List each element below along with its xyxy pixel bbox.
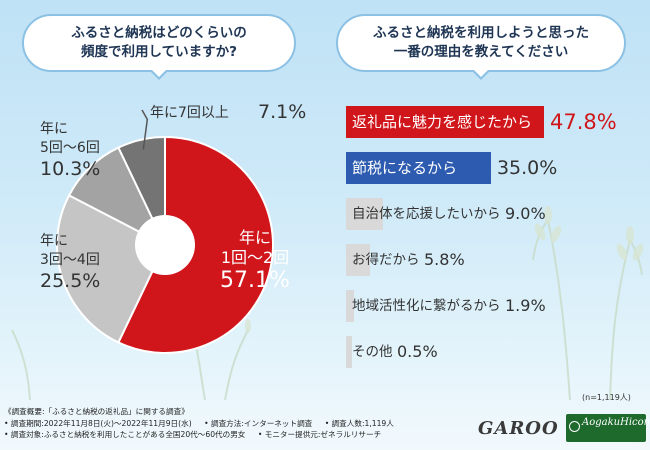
pie-label-text: 3回～4回 bbox=[40, 252, 100, 268]
sample-size-note: (n=1,119人) bbox=[582, 393, 631, 402]
survey-provider: • モニター提供元:ゼネラルリサーチ bbox=[257, 430, 382, 439]
right-question-line2: 一番の理由を教えてください bbox=[393, 44, 569, 60]
aogaku-hicon-logo: AogakuHicon bbox=[566, 414, 650, 442]
survey-title: 《調査概要:「ふるさと納税の返礼品」に関する調査》 bbox=[4, 407, 189, 416]
pie-label-text: 年に bbox=[40, 121, 68, 137]
bar-4 bbox=[346, 290, 354, 322]
survey-method: • 調査方法:インターネット調査 bbox=[204, 418, 313, 428]
survey-overview: 《調査概要:「ふるさと納税の返礼品」に関する調査》 • 調査期間:2022年11… bbox=[4, 406, 404, 441]
survey-target: • 調査対象:ふるさと納税を利用したことがある全国20代～60代の男女 bbox=[4, 430, 246, 439]
right-question-line1: ふるさと納税を利用しようと思った bbox=[373, 25, 589, 41]
emblem-icon bbox=[569, 421, 580, 432]
survey-period: • 調査期間:2022年11月8日(火)～2022年11月9日(水) bbox=[4, 418, 192, 428]
pie-center-hole bbox=[135, 215, 195, 275]
pie-value-text: 25.5% bbox=[40, 270, 100, 292]
pie-label-text: 1回～2回 bbox=[221, 248, 289, 267]
survey-count: • 調査人数:1,119人 bbox=[324, 418, 394, 428]
bar-value-2: 9.0% bbox=[505, 204, 546, 223]
pie-slice-2 bbox=[67, 146, 168, 248]
pie-label-text: 5回～6回 bbox=[40, 140, 100, 156]
bar-5 bbox=[346, 336, 352, 368]
bar-label-0: 返礼品に魅力を感じたから bbox=[352, 113, 533, 131]
left-question-bubble: ふるさと納税はどのくらいの 頻度で利用していますか? bbox=[22, 14, 296, 80]
left-question-line2: 頻度で利用していますか? bbox=[81, 44, 237, 60]
bar-3 bbox=[346, 244, 371, 276]
bar-value-0: 47.8% bbox=[550, 110, 617, 134]
pie-label-1: 年に 3回～4回 25.5% bbox=[40, 233, 100, 292]
pie-slice-0 bbox=[117, 135, 274, 354]
pie-value-text: 10.3% bbox=[40, 158, 100, 180]
bar-value-3: 5.8% bbox=[424, 250, 465, 269]
bar-label-5: その他 bbox=[352, 344, 393, 360]
pie-label-3: 年に7回以上 7.1% bbox=[150, 101, 306, 123]
pie-value-text: 57.1% bbox=[220, 268, 290, 293]
bar-value-4: 1.9% bbox=[505, 296, 546, 315]
pie-label-2: 年に 5回～6回 10.3% bbox=[40, 121, 100, 180]
pie-label-text: 年に bbox=[239, 228, 271, 247]
bar-label-1: 節税になるから bbox=[352, 159, 458, 177]
pie-label-text: 年に bbox=[40, 233, 68, 249]
bar-1 bbox=[346, 152, 491, 184]
frequency-pie-chart: 年に1回～2回57.1%年に3回～4回25.5%年に5回～6回10.3%年に7回… bbox=[40, 101, 306, 354]
bar-label-3: お得だから bbox=[352, 252, 420, 268]
pie-label-text: 年に7回以上 bbox=[150, 105, 229, 121]
bar-value-1: 35.0% bbox=[496, 157, 558, 179]
right-question-bubble: ふるさと納税を利用しようと思った 一番の理由を教えてください bbox=[336, 14, 626, 80]
aogaku-hicon-text: AogakuHicon bbox=[582, 417, 650, 428]
bar-label-4: 地域活性化に繋がるから bbox=[352, 298, 501, 314]
bar-2 bbox=[346, 198, 384, 230]
leader-line bbox=[141, 109, 149, 150]
bar-value-5: 0.5% bbox=[397, 342, 438, 361]
pie-value-text: 7.1% bbox=[258, 101, 306, 123]
bar-0 bbox=[346, 106, 544, 138]
left-question-line1: ふるさと納税はどのくらいの bbox=[71, 25, 247, 41]
garoo-logo: GAROO bbox=[478, 418, 559, 439]
bar-label-2: 自治体を応援したいから bbox=[352, 206, 501, 222]
